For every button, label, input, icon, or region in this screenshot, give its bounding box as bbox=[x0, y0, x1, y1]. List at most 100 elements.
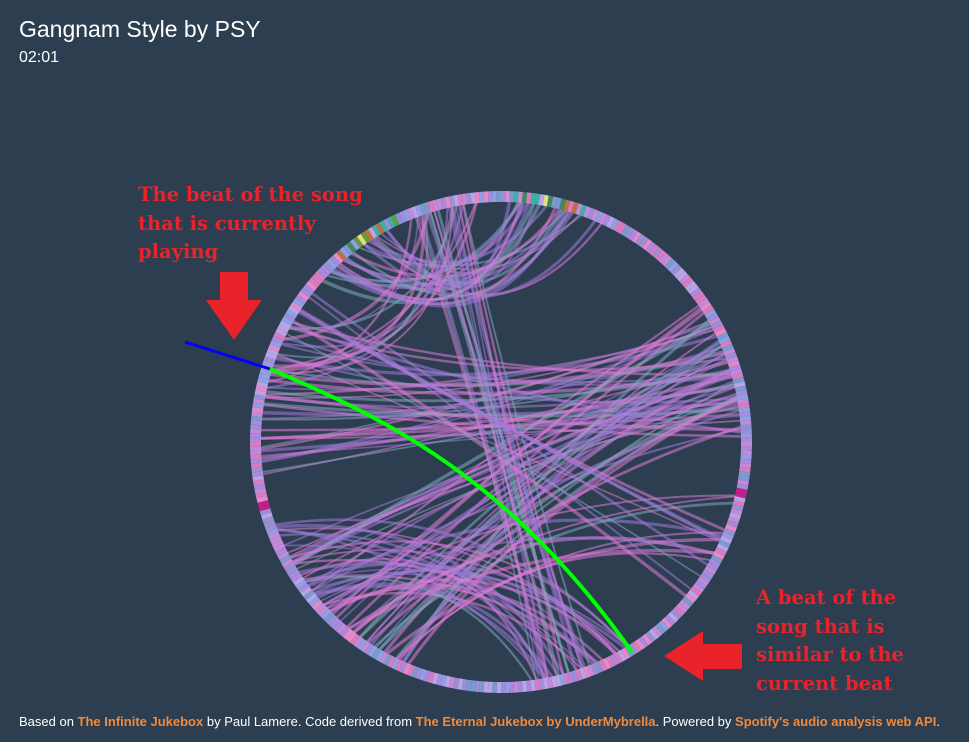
beat-tile[interactable] bbox=[635, 638, 645, 651]
beat-tile[interactable] bbox=[295, 579, 307, 590]
beat-tile[interactable] bbox=[587, 207, 595, 220]
beat-tile[interactable] bbox=[501, 191, 506, 202]
beat-tile[interactable] bbox=[594, 661, 604, 673]
beat-tile[interactable] bbox=[297, 290, 310, 301]
beat-tile[interactable] bbox=[740, 433, 752, 438]
beat-tile[interactable] bbox=[320, 264, 332, 276]
beat-tile[interactable] bbox=[427, 671, 435, 684]
beat-tile[interactable] bbox=[487, 681, 493, 693]
beat-tile[interactable] bbox=[732, 500, 745, 507]
beat-tile[interactable] bbox=[727, 360, 740, 368]
beat-tile[interactable] bbox=[598, 212, 608, 225]
beat-tile[interactable] bbox=[251, 407, 264, 413]
beat-tile[interactable] bbox=[725, 352, 737, 360]
beat-tile[interactable] bbox=[733, 381, 746, 388]
beat-tile[interactable] bbox=[740, 446, 752, 451]
beat-tile[interactable] bbox=[263, 356, 276, 364]
beat-tile[interactable] bbox=[453, 194, 460, 207]
beat-tile[interactable] bbox=[613, 220, 623, 233]
beat-tile[interactable] bbox=[326, 258, 338, 270]
beat-tile[interactable] bbox=[349, 633, 360, 646]
beat-tile[interactable] bbox=[266, 348, 279, 356]
beat-tile[interactable] bbox=[602, 214, 611, 227]
beat-tile[interactable] bbox=[253, 394, 266, 401]
beat-tile[interactable] bbox=[546, 676, 554, 689]
beat-tile[interactable] bbox=[383, 218, 392, 231]
beat-tile[interactable] bbox=[427, 200, 435, 213]
beat-tile[interactable] bbox=[738, 402, 750, 409]
beat-tile[interactable] bbox=[727, 516, 740, 524]
beat-tile[interactable] bbox=[262, 360, 275, 368]
beat-tile[interactable] bbox=[305, 280, 318, 291]
beat-tile[interactable] bbox=[346, 631, 357, 643]
beat-tile[interactable] bbox=[251, 467, 263, 473]
beat-tile[interactable] bbox=[734, 491, 747, 499]
beat-tile[interactable] bbox=[505, 191, 510, 203]
beat-tile[interactable] bbox=[723, 348, 736, 356]
beat-tile[interactable] bbox=[687, 284, 699, 295]
beat-tile[interactable] bbox=[303, 589, 315, 600]
beat-tile[interactable] bbox=[253, 398, 265, 405]
beat-tile[interactable] bbox=[297, 583, 310, 594]
beat-tile[interactable] bbox=[360, 231, 371, 244]
beat-tile[interactable] bbox=[300, 586, 312, 597]
beat-tile[interactable] bbox=[314, 602, 326, 614]
beat-tile[interactable] bbox=[590, 662, 600, 675]
beat-tile[interactable] bbox=[308, 596, 320, 607]
beat-tile[interactable] bbox=[501, 682, 506, 693]
beat-tile[interactable] bbox=[642, 238, 653, 251]
beat-tile[interactable] bbox=[415, 204, 423, 217]
beat-tile[interactable] bbox=[661, 255, 673, 267]
beat-tile[interactable] bbox=[706, 312, 719, 322]
beat-tile[interactable] bbox=[394, 212, 404, 225]
beat-tile[interactable] bbox=[379, 651, 389, 664]
beat-tile[interactable] bbox=[279, 554, 292, 564]
beat-tile[interactable] bbox=[407, 207, 415, 220]
beat-tile[interactable] bbox=[346, 241, 357, 253]
beat-tile[interactable] bbox=[292, 576, 305, 586]
beat-tile[interactable] bbox=[702, 305, 714, 315]
beat-tile[interactable] bbox=[673, 605, 685, 617]
beat-tile[interactable] bbox=[444, 675, 452, 688]
beat-tile[interactable] bbox=[419, 203, 427, 216]
beat-tile[interactable] bbox=[258, 504, 271, 512]
beat-tile[interactable] bbox=[695, 579, 707, 590]
beat-tile[interactable] bbox=[606, 655, 615, 668]
beat-tile[interactable] bbox=[339, 246, 350, 259]
beat-tile[interactable] bbox=[733, 496, 746, 503]
beat-tile[interactable] bbox=[723, 528, 736, 536]
beat-tile[interactable] bbox=[617, 649, 627, 662]
beat-tile[interactable] bbox=[648, 244, 659, 256]
beat-tile[interactable] bbox=[333, 252, 344, 264]
beat-tile[interactable] bbox=[343, 628, 354, 640]
beat-tile[interactable] bbox=[368, 645, 378, 658]
beat-tile[interactable] bbox=[667, 261, 679, 273]
beat-tile[interactable] bbox=[368, 226, 378, 239]
beat-tile[interactable] bbox=[648, 628, 659, 640]
beat-tile[interactable] bbox=[645, 631, 656, 643]
beat-tile[interactable] bbox=[509, 681, 515, 693]
beat-tile[interactable] bbox=[621, 647, 631, 660]
beat-tile[interactable] bbox=[739, 462, 751, 469]
beat-tile[interactable] bbox=[664, 614, 676, 626]
beat-tile[interactable] bbox=[254, 389, 267, 397]
beat-tile[interactable] bbox=[571, 670, 579, 682]
beat-tile[interactable] bbox=[631, 231, 642, 244]
beat-tile[interactable] bbox=[738, 475, 750, 482]
beat-tile[interactable] bbox=[652, 246, 663, 259]
beat-tile[interactable] bbox=[631, 641, 642, 653]
beat-tile[interactable] bbox=[277, 551, 290, 560]
beat-tile[interactable] bbox=[517, 191, 523, 203]
beat-tile[interactable] bbox=[655, 249, 666, 261]
beat-tile[interactable] bbox=[371, 224, 381, 237]
beat-tile[interactable] bbox=[457, 194, 464, 206]
beat-tile[interactable] bbox=[250, 433, 262, 438]
beat-tile[interactable] bbox=[263, 520, 276, 528]
beat-tile[interactable] bbox=[357, 233, 367, 246]
beat-tile[interactable] bbox=[695, 294, 707, 305]
beat-tile[interactable] bbox=[670, 264, 682, 276]
beat-tile[interactable] bbox=[259, 368, 272, 376]
beat-tile[interactable] bbox=[638, 636, 649, 648]
beat-tile[interactable] bbox=[697, 576, 710, 586]
beat-tile[interactable] bbox=[563, 199, 571, 212]
